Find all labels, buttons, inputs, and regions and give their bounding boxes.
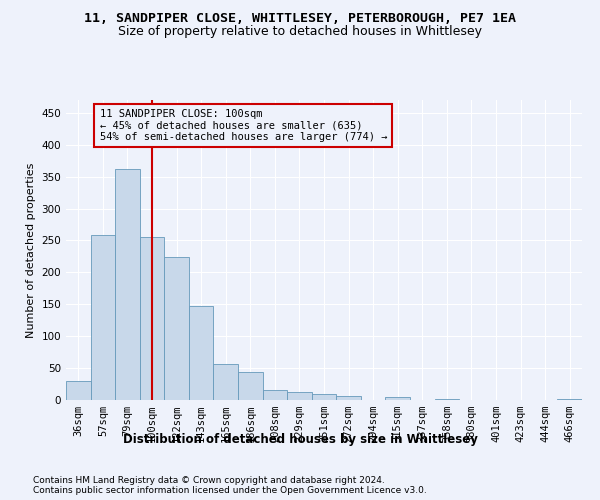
Bar [385,397,410,400]
Bar [312,394,336,400]
Bar [287,392,312,400]
Bar [189,306,214,400]
Bar [164,257,189,400]
Bar [140,237,164,400]
Text: 11 SANDPIPER CLOSE: 100sqm
← 45% of detached houses are smaller (635)
54% of sem: 11 SANDPIPER CLOSE: 100sqm ← 45% of deta… [100,109,387,142]
Text: 11, SANDPIPER CLOSE, WHITTLESEY, PETERBOROUGH, PE7 1EA: 11, SANDPIPER CLOSE, WHITTLESEY, PETERBO… [84,12,516,26]
Y-axis label: Number of detached properties: Number of detached properties [26,162,36,338]
Bar [263,390,287,400]
Bar [66,381,91,400]
Text: Size of property relative to detached houses in Whittlesey: Size of property relative to detached ho… [118,25,482,38]
Text: Distribution of detached houses by size in Whittlesey: Distribution of detached houses by size … [122,432,478,446]
Bar [214,364,238,400]
Bar [115,169,140,400]
Bar [336,396,361,400]
Bar [434,398,459,400]
Text: Contains HM Land Registry data © Crown copyright and database right 2024.: Contains HM Land Registry data © Crown c… [33,476,385,485]
Text: Contains public sector information licensed under the Open Government Licence v3: Contains public sector information licen… [33,486,427,495]
Bar [557,398,582,400]
Bar [238,372,263,400]
Bar [91,236,115,400]
